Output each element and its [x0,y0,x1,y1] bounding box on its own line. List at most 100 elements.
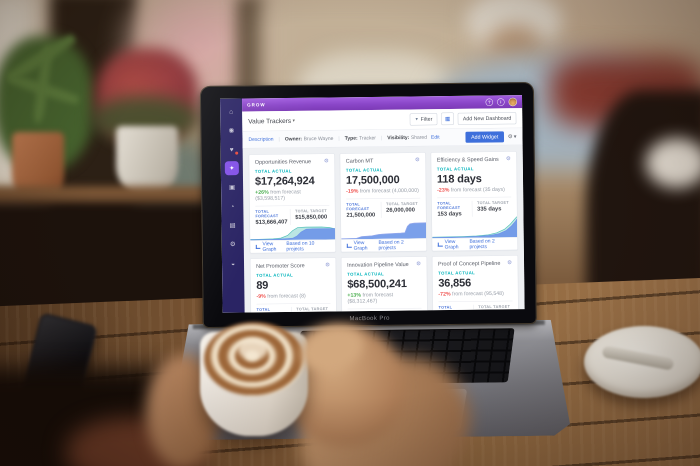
toolbar-actions: ▼ Filter ▦ Add New Dashboard [409,111,517,126]
delta-percent: -72% [438,290,451,298]
user-avatar[interactable] [508,97,518,107]
widget-proof-of-concept-pipeline: Proof of Concept Pipeline ⚙ TOTAL ACTUAL… [431,255,520,313]
add-new-dashboard-button[interactable]: Add New Dashboard [457,111,517,125]
notification-dot [235,151,239,155]
type-label: Type: [344,135,358,142]
total-actual-label: TOTAL ACTUAL [438,270,476,276]
widget-gear-icon[interactable]: ⚙ [323,157,329,165]
projects-link[interactable]: Based on 10 projects [286,240,315,252]
divider: | [278,136,280,143]
sidebar-item-dashboards[interactable]: ▣ [225,180,239,194]
sidebar-item-people[interactable]: ◔ [225,199,239,213]
description-link[interactable]: Description [248,136,274,143]
add-dashboard-label: Add New Dashboard [462,114,512,122]
widget-gear-icon[interactable]: ⚙ [325,261,331,269]
target-label: TOTAL TARGET [477,200,509,206]
view-graph-link[interactable]: View Graph [437,239,470,250]
widget-carbon-mt: Carbon MT ⚙ TOTAL ACTUAL 17,500,000 -19%… [339,152,427,253]
type-value: Tracker [359,135,376,142]
mini-area-chart [432,216,517,239]
app-sidebar: ⌂ ◉ ♥ ✦ ▣ ◔ ▤ ⚙ ◒ [220,98,245,313]
widget-opportunities-revenue: Opportunities Revenue ⚙ TOTAL ACTUAL $17… [248,153,336,254]
owner-label: Owner: [284,136,303,143]
forecast-label: TOTAL FORECAST [348,312,382,313]
widget-title: Net Promoter Score [256,262,305,270]
target-value: 335 days [477,205,502,213]
metabar-actions: Add Widget ⚙ ▾ [465,131,517,143]
divider: | [380,135,383,141]
delta-note: from forecast (95,548) [452,290,504,297]
insights-icon: ◉ [228,126,235,134]
widget-title: Efficiency & Speed Gains [436,156,499,164]
grow-dashboard-app: ⌂ ◉ ♥ ✦ ▣ ◔ ▤ ⚙ ◒ GROW [220,95,525,313]
visibility-value: Shared [410,134,428,141]
total-actual-value: 36,856 [438,276,472,290]
white-pot [116,126,178,196]
widget-title: Innovation Pipeline Value [347,261,409,269]
target-label: TOTAL TARGET [386,201,418,207]
delta-percent: -19% [346,188,359,195]
widget-grid: Opportunities Revenue ⚙ TOTAL ACTUAL $17… [243,145,525,313]
target-label: TOTAL TARGET [387,311,421,312]
value-trackers-icon: ✦ [229,164,235,172]
sidebar-item-reports[interactable]: ▤ [225,218,239,232]
grow-logo[interactable]: GROW [247,102,266,108]
header-actions: ? i [485,97,518,107]
settings-icon: ⚙ [229,240,236,248]
info-circle-icon[interactable]: i [497,98,505,106]
macbook-laptop: ⌂ ◉ ♥ ✦ ▣ ◔ ▤ ⚙ ◒ GROW [166,78,570,445]
filter-label: Filter [420,115,433,123]
add-widget-button[interactable]: Add Widget [465,131,504,143]
widget-gear-icon[interactable]: ⚙ [416,260,422,267]
divider: | [338,135,340,142]
widget-gear-icon[interactable]: ⚙ [414,156,420,163]
total-actual-label: TOTAL ACTUAL [347,271,385,277]
help-circle-icon[interactable]: ? [485,98,494,106]
target-label: TOTAL TARGET [296,306,329,312]
filter-button[interactable]: ▼ Filter [409,112,438,126]
chevron-down-icon: ▾ [513,133,517,140]
filter-icon: ▼ [414,116,419,122]
projects-link[interactable]: Based on 2 projects [469,238,495,250]
view-options-button[interactable]: ▦ [441,112,454,126]
total-actual-value: 89 [256,278,269,292]
view-graph-label: View Graph [353,240,368,252]
sidebar-item-value-trackers[interactable]: ✦ [224,161,239,176]
widget-gear-icon[interactable]: ⚙ [507,259,513,266]
widget-innovation-pipeline-value: Innovation Pipeline Value ⚙ TOTAL ACTUAL… [340,256,429,313]
target-label: TOTAL TARGET [295,208,328,214]
total-actual-value: $68,500,241 [347,277,407,291]
dashboards-icon: ▣ [228,183,236,191]
people-icon: ◔ [230,202,235,210]
sidebar-item-alerts[interactable]: ♥ [225,142,239,156]
projects-link[interactable]: Based on 2 projects [378,239,404,251]
home-icon: ⌂ [229,107,234,115]
sidebar-item-help[interactable]: ◒ [226,256,240,270]
chart-icon [346,243,352,248]
total-actual-label: TOTAL ACTUAL [345,167,383,173]
widget-gear-icon[interactable]: ⚙ [505,155,511,162]
total-actual-value: $17,264,924 [254,174,315,188]
sidebar-item-home[interactable]: ⌂ [224,104,238,118]
page-title[interactable]: Value Trackers [248,116,292,125]
view-graph-link[interactable]: View Graph [346,240,379,252]
forecast-label: TOTAL FORECAST [437,200,461,211]
latte-highlight [238,338,268,360]
sidebar-item-settings[interactable]: ⚙ [226,237,240,251]
total-actual-value: 118 days [436,172,482,186]
total-actual-label: TOTAL ACTUAL [436,166,474,172]
visibility-label: Visibility: [387,134,410,141]
widget-net-promoter-score: Net Promoter Score ⚙ TOTAL ACTUAL 89 -9%… [249,257,338,313]
target-value: $15,850,000 [295,213,328,221]
dashboard-screen: ⌂ ◉ ♥ ✦ ▣ ◔ ▤ ⚙ ◒ GROW [220,95,525,313]
target-value: 26,000,000 [386,206,415,214]
view-graph-link[interactable]: View Graph [255,241,287,252]
sidebar-item-insights[interactable]: ◉ [224,123,238,137]
reports-icon: ▤ [229,221,236,229]
widget-title: Opportunities Revenue [254,158,312,166]
chevron-down-icon[interactable]: ▾ [292,117,295,123]
forecast-label: TOTAL FORECAST [346,202,370,212]
dashboard-settings-menu[interactable]: ⚙ ▾ [508,133,517,140]
total-actual-label: TOTAL ACTUAL [256,272,294,278]
edit-link[interactable]: Edit [430,134,440,141]
